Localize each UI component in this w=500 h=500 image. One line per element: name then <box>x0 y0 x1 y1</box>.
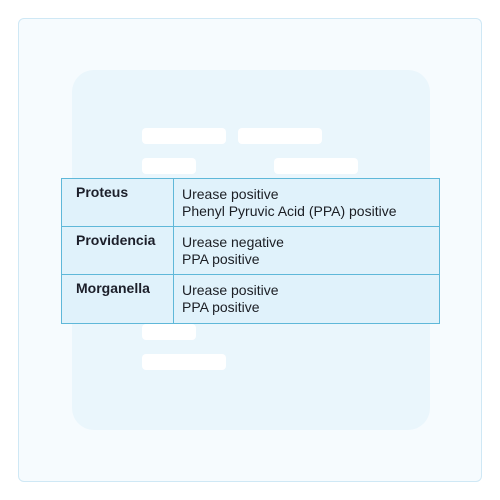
result-line: Urease positive <box>182 186 279 202</box>
table-row: Providencia Urease negative PPA positive <box>61 226 440 275</box>
test-results: Urease positive Phenyl Pyruvic Acid (PPA… <box>173 178 440 227</box>
table-row: Morganella Urease positive PPA positive <box>61 274 440 324</box>
result-line: PPA positive <box>182 251 260 267</box>
table-row: Proteus Urease positive Phenyl Pyruvic A… <box>61 178 440 227</box>
test-results: Urease negative PPA positive <box>173 226 440 275</box>
result-line: PPA positive <box>182 299 260 315</box>
result-line: Phenyl Pyruvic Acid (PPA) positive <box>182 203 397 219</box>
placeholder-line <box>142 128 226 144</box>
placeholder-line <box>238 128 322 144</box>
placeholder-line <box>142 158 196 174</box>
bacteria-test-table: Proteus Urease positive Phenyl Pyruvic A… <box>61 178 440 324</box>
organism-name: Providencia <box>61 226 174 275</box>
result-line: Urease positive <box>182 282 279 298</box>
result-line: Urease negative <box>182 234 284 250</box>
organism-name: Proteus <box>61 178 174 227</box>
test-results: Urease positive PPA positive <box>173 274 440 324</box>
placeholder-line <box>274 158 358 174</box>
organism-name: Morganella <box>61 274 174 324</box>
placeholder-line <box>142 324 196 340</box>
placeholder-line <box>142 354 226 370</box>
